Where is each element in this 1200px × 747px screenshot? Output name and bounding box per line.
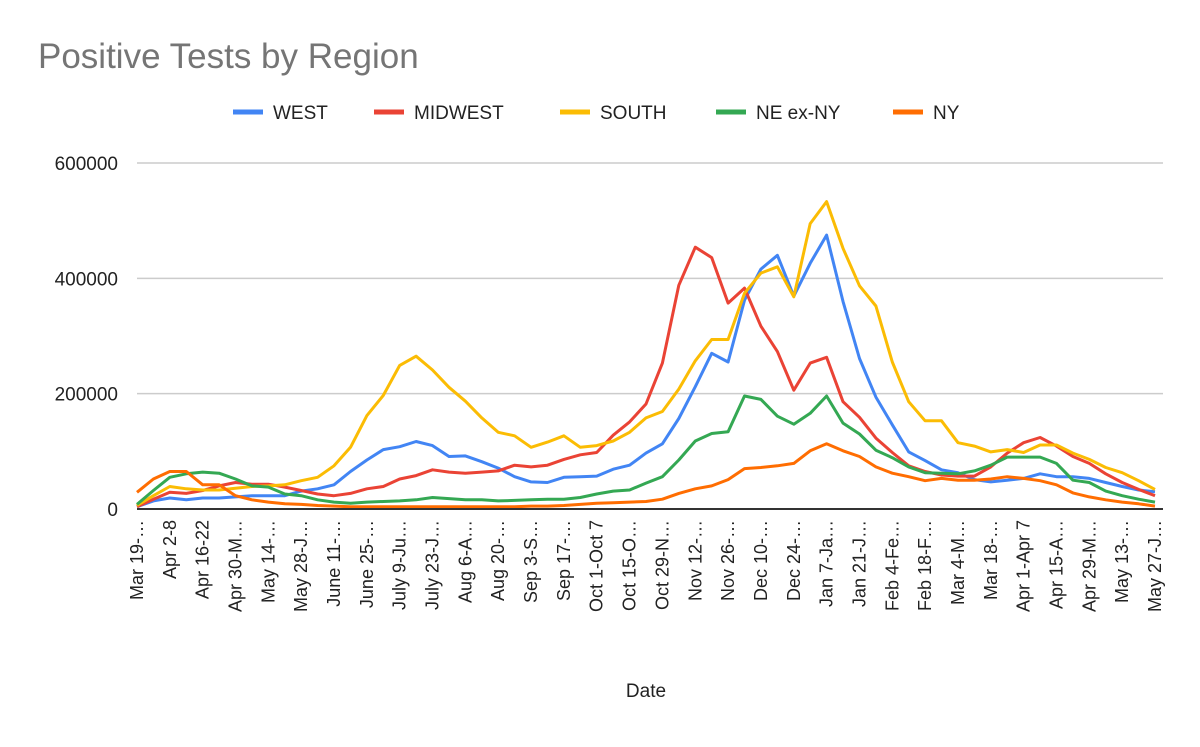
y-tick-label: 0 (107, 500, 118, 521)
x-tick-label: Apr 15-A… (1046, 520, 1066, 609)
x-tick-label: May 28-J… (291, 520, 311, 612)
x-tick-label: Dec 24-… (784, 520, 804, 601)
x-tick-label: Sep 3-S… (521, 520, 541, 603)
x-tick-label: July 9-Ju… (390, 520, 410, 610)
x-tick-label: Feb 4-Fe… (882, 520, 902, 611)
legend-label: SOUTH (600, 103, 667, 124)
x-tick-label: Aug 20-… (488, 520, 508, 601)
series-line-midwest (136, 245, 1156, 509)
legend-item[interactable]: NE ex-NY (716, 103, 841, 124)
y-tick-label: 600000 (55, 154, 118, 175)
x-tick-label: May 14-… (258, 520, 278, 603)
x-tick-label: Apr 30-M… (226, 520, 246, 612)
x-tick-label: Oct 29-N… (652, 520, 672, 610)
gridlines (137, 162, 1163, 395)
x-tick-label: Apr 1-Apr 7 (1014, 520, 1034, 612)
x-axis-ticks: Mar 19-… Apr 2-8 Apr 16-22 Apr 30-M… May 14-… (127, 520, 1165, 612)
y-axis-ticks: 0 200000 400000 600000 (55, 154, 118, 521)
legend-label: MIDWEST (414, 103, 504, 124)
x-tick-label: Mar 4-M… (948, 520, 968, 605)
x-tick-label: Apr 16-22 (193, 520, 213, 599)
x-tick-label: Sep 17-… (554, 520, 574, 601)
x-tick-label: Apr 2-8 (160, 520, 180, 579)
x-tick-label: Mar 18-… (981, 520, 1001, 600)
x-tick-label: Nov 26-… (718, 520, 738, 601)
x-tick-label: Feb 18-F… (915, 520, 935, 611)
series-lines (136, 200, 1156, 509)
x-tick-label: Jan 7-Ja… (817, 520, 837, 607)
legend-label: NE ex-NY (756, 103, 841, 124)
x-tick-label: Apr 29-M… (1079, 520, 1099, 612)
legend: WEST MIDWEST SOUTH NE ex-NY NY (233, 103, 960, 124)
y-tick-label: 400000 (55, 269, 118, 290)
legend-item[interactable]: SOUTH (560, 103, 667, 124)
legend-label: WEST (273, 103, 328, 124)
x-tick-label: Nov 12-… (685, 520, 705, 601)
chart-title: Positive Tests by Region (38, 37, 419, 76)
x-tick-label: June 11-… (324, 520, 344, 607)
series-line-south (136, 200, 1156, 507)
series-line-ny (136, 442, 1156, 509)
legend-label: NY (933, 103, 960, 124)
x-tick-label: July 23-J… (423, 520, 443, 610)
legend-item[interactable]: NY (893, 103, 960, 124)
legend-item[interactable]: WEST (233, 103, 328, 124)
x-tick-label: Aug 6-A… (455, 520, 475, 603)
x-tick-label: Jan 21-J… (849, 520, 869, 607)
x-tick-label: Dec 10-… (751, 520, 771, 601)
x-tick-label: Oct 15-O… (620, 520, 640, 611)
x-tick-label: June 25-… (357, 520, 377, 608)
legend-item[interactable]: MIDWEST (374, 103, 504, 124)
series-line-ne-ex-ny (136, 394, 1156, 506)
y-tick-label: 200000 (55, 385, 118, 406)
x-tick-label: May 13-… (1112, 520, 1132, 603)
series-line-west (136, 233, 1156, 509)
x-tick-label: May 27-J… (1145, 520, 1165, 612)
x-axis-title: Date (626, 681, 666, 702)
x-tick-label: Mar 19-… (127, 520, 147, 600)
x-tick-label: Oct 1-Oct 7 (587, 520, 607, 612)
